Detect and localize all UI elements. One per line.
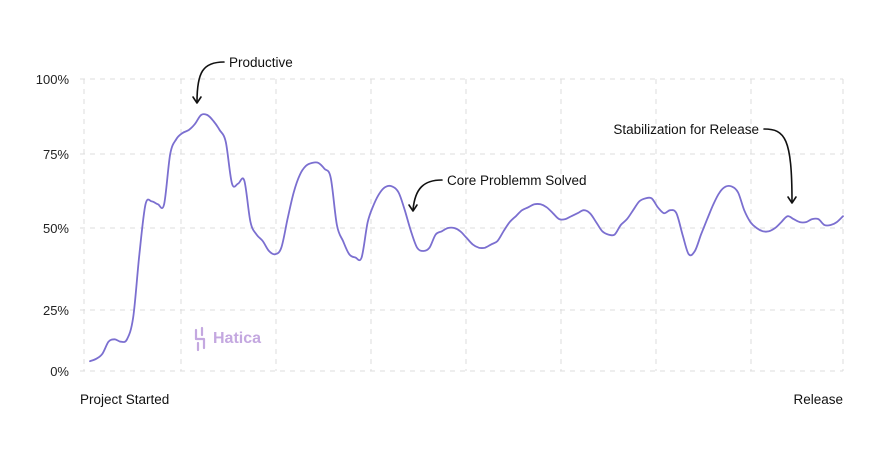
annotation-arrow (196, 61, 225, 103)
annotation-label: Core Problemm Solved (447, 173, 587, 188)
annotation-arrow (412, 179, 443, 211)
x-label-start: Project Started (80, 392, 169, 407)
annotation-label: Stabilization for Release (613, 122, 759, 137)
watermark-text: Hatica (213, 330, 261, 347)
y-tick-label: 100% (36, 72, 70, 87)
y-tick-label: 0% (50, 364, 69, 379)
y-axis-ticks: 0% 25% 50% 75% 100% (36, 72, 70, 379)
arrowhead-icon (408, 204, 418, 212)
annotation-label: Productive (229, 55, 293, 70)
watermark: Hatica (194, 326, 261, 352)
annotation-productive: Productive (192, 55, 293, 104)
series-line (89, 113, 844, 363)
y-tick-label: 50% (43, 221, 69, 236)
annotation-core-problem: Core Problemm Solved (408, 173, 587, 212)
arrowhead-icon (787, 196, 797, 204)
annotation-arrow (763, 128, 793, 203)
arrowhead-icon (192, 96, 202, 104)
x-label-end: Release (793, 392, 843, 407)
annotation-stabilization: Stabilization for Release (613, 122, 797, 204)
hatica-logo-icon (194, 326, 206, 352)
y-tick-label: 75% (43, 147, 69, 162)
y-tick-label: 25% (43, 303, 69, 318)
grid (80, 78, 844, 372)
